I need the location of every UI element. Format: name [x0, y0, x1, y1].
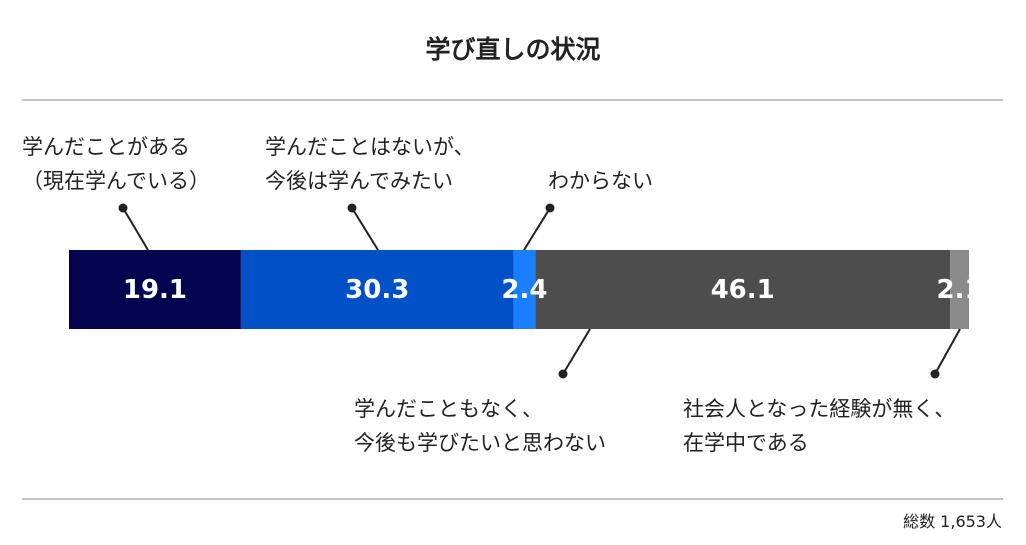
note: 総数 1,653人 — [903, 512, 1002, 531]
bar-segment — [950, 250, 969, 329]
bar-segment — [240, 250, 514, 329]
value-label: 2.1 — [937, 275, 983, 305]
callout-line — [523, 207, 551, 251]
callout-dot — [118, 203, 128, 213]
callout-dot — [347, 203, 357, 213]
callout-dot — [545, 203, 555, 213]
value-label: 46.1 — [711, 275, 775, 305]
segment-label: 学んだこともなく、 今後も学びたいと思わない — [354, 397, 606, 455]
segment-label: 学んだことはないが、 今後は学んでみたい — [265, 135, 475, 193]
segment-label: わからない — [548, 169, 653, 193]
callout-line — [351, 207, 379, 251]
callout-dot — [558, 369, 568, 379]
segment-label: 社会人となった経験が無く、 在学中である — [683, 397, 956, 455]
callout-line — [934, 328, 961, 375]
bar-segment — [69, 250, 241, 329]
value-label: 2.4 — [501, 275, 547, 305]
value-label: 30.3 — [345, 275, 409, 305]
callout-line — [122, 207, 149, 251]
value-label: 19.1 — [123, 275, 187, 305]
chart-title: 学び直しの状況 — [425, 35, 601, 64]
callout-dot — [930, 369, 940, 379]
bar-segment — [535, 250, 951, 329]
callout-line — [562, 328, 591, 375]
bar-segment — [513, 250, 536, 329]
segment-label: 学んだことがある （現在学んでいる） — [22, 135, 210, 193]
